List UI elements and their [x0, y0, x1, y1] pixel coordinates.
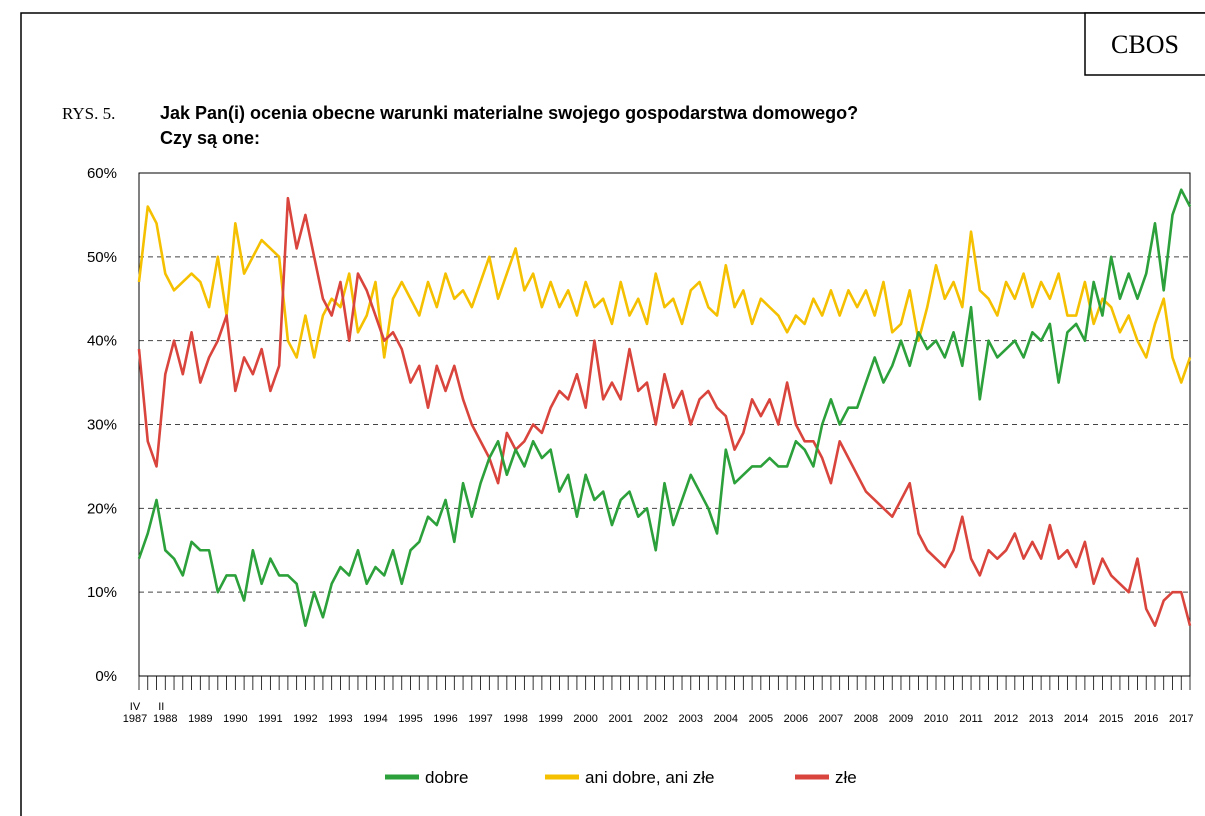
- source-box: [1084, 12, 1205, 76]
- series-line: [137, 188, 1192, 627]
- x-tick-label: 2001: [608, 713, 632, 725]
- y-tick-label: 30%: [87, 417, 117, 434]
- x-tick-label: 2013: [1029, 713, 1053, 725]
- x-tick-label: 2000: [573, 713, 597, 725]
- legend-label: dobre: [425, 768, 468, 787]
- x-tick-label: 1990: [223, 713, 247, 725]
- y-tick-label: 40%: [87, 333, 117, 350]
- source: CBOS: [1111, 30, 1179, 59]
- chart-title: Jak Pan(i) ocenia obecne warunki materia…: [160, 103, 858, 123]
- x-tick-label: 2009: [889, 713, 913, 725]
- x-tick-label: 2005: [749, 713, 773, 725]
- x-tick-label: 2012: [994, 713, 1018, 725]
- x-tick-label: 1994: [363, 713, 387, 725]
- x-tick-label: 1995: [398, 713, 422, 725]
- x-tick-label: 2003: [679, 713, 703, 725]
- x-tick-label: 2008: [854, 713, 878, 725]
- x-tick-label: 2004: [714, 713, 738, 725]
- y-tick-label: 50%: [87, 249, 117, 266]
- x-tick-label: 1989: [188, 713, 212, 725]
- series-line: [137, 196, 1192, 627]
- x-tick-label: 2010: [924, 713, 948, 725]
- legend-label: ani dobre, ani złe: [585, 768, 714, 787]
- x-tick-label: 1991: [258, 713, 282, 725]
- frame: [20, 12, 1205, 816]
- x-tick-label: 2017: [1169, 713, 1193, 725]
- x-tick-label: 1992: [293, 713, 317, 725]
- x-tick-label: 1996: [433, 713, 457, 725]
- x-tick-label: 2011: [959, 713, 983, 725]
- series-line: [137, 205, 1192, 384]
- x-tick-label: 2006: [784, 713, 808, 725]
- legend-label: złe: [835, 768, 857, 787]
- chart-title: Czy są one:: [160, 128, 260, 148]
- y-tick-label: 60%: [87, 165, 117, 182]
- y-tick-label: 20%: [87, 500, 117, 517]
- figure-label: RYS. 5.: [62, 104, 115, 123]
- x-month-label: IV: [130, 701, 141, 713]
- x-tick-label: 2007: [819, 713, 843, 725]
- x-tick-label: 1997: [468, 713, 492, 725]
- x-tick-label: 1998: [503, 713, 527, 725]
- y-tick-label: 0%: [95, 668, 117, 685]
- x-tick-label: 2002: [643, 713, 667, 725]
- x-tick-label: 2016: [1134, 713, 1158, 725]
- x-tick-label: 2015: [1099, 713, 1123, 725]
- x-month-label: II: [158, 701, 164, 713]
- x-tick-label: 1999: [538, 713, 562, 725]
- x-tick-label: 1987: [123, 713, 147, 725]
- y-tick-label: 10%: [87, 584, 117, 601]
- x-tick-label: 1988: [153, 713, 177, 725]
- x-tick-label: 2014: [1064, 713, 1088, 725]
- x-tick-label: 1993: [328, 713, 352, 725]
